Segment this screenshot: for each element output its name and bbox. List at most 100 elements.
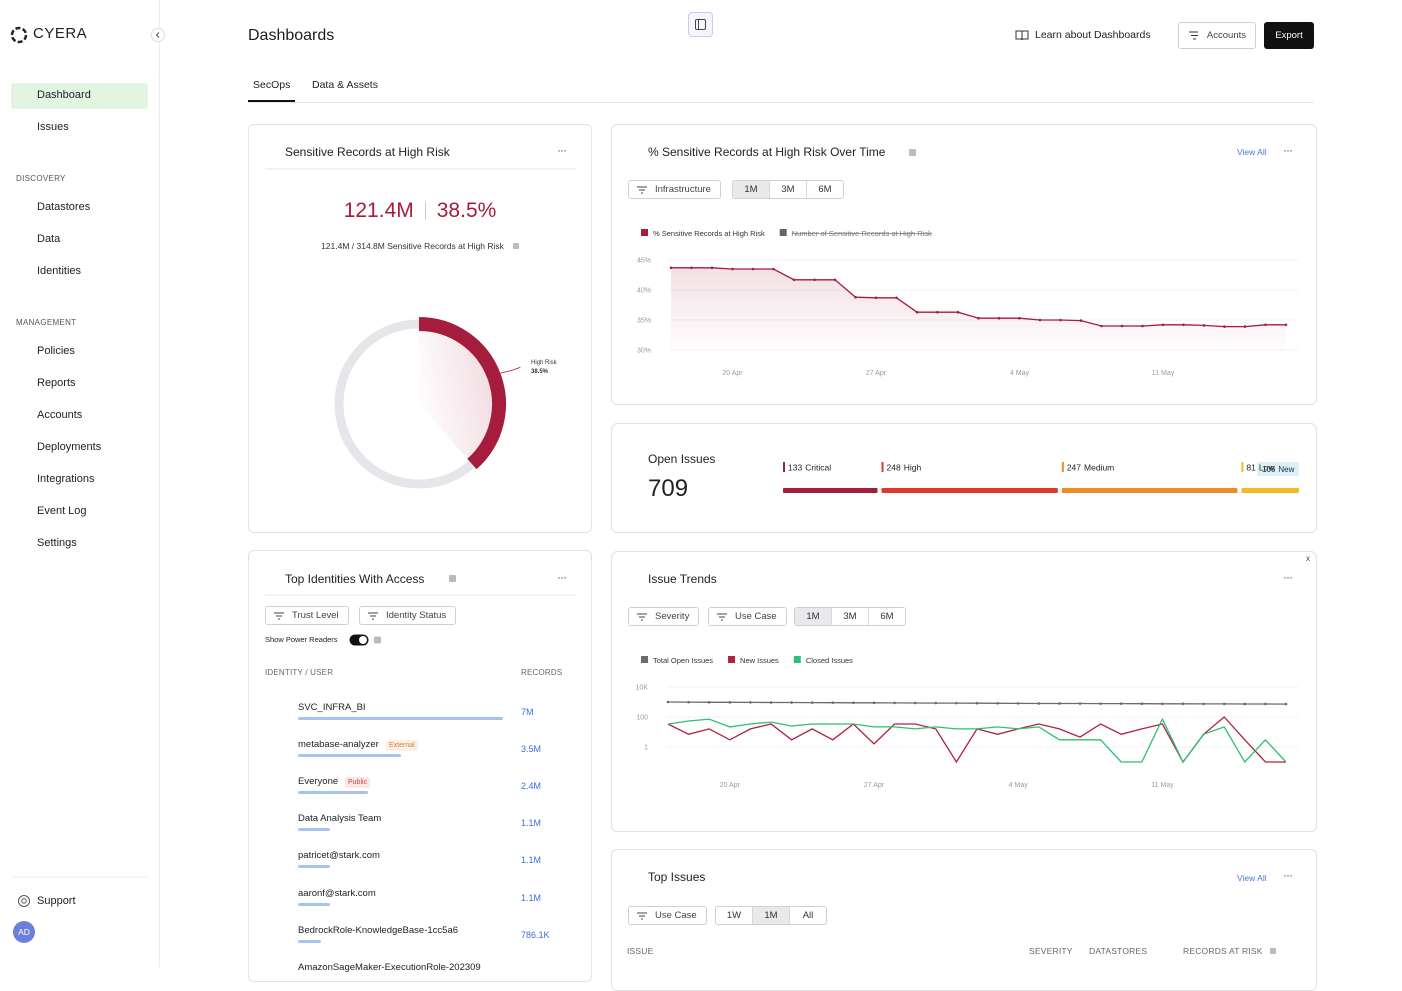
legend-label[interactable]: Total Open Issues bbox=[653, 656, 713, 665]
identity-name: SVC_INFRA_BI bbox=[298, 702, 366, 713]
point bbox=[833, 278, 837, 282]
nav-item[interactable]: Integrations bbox=[37, 473, 95, 485]
point bbox=[731, 267, 734, 271]
menu-button[interactable]: ··· bbox=[557, 570, 567, 584]
nav-item[interactable]: Deployments bbox=[37, 441, 102, 453]
open-issues-widget: Open Issues 709 106 New 133 Critical 248 Hig… bbox=[611, 423, 1317, 533]
collapse-button[interactable] bbox=[151, 28, 165, 42]
filter-button[interactable]: Identity Status bbox=[359, 606, 457, 625]
view-all-link[interactable]: View All bbox=[1237, 147, 1267, 157]
menu-button[interactable]: ··· bbox=[1283, 868, 1293, 882]
tab[interactable]: Data & Assets bbox=[312, 79, 378, 91]
range-option[interactable]: 3M bbox=[770, 181, 807, 198]
export-button[interactable]: Export bbox=[1264, 22, 1314, 49]
severity-count: 133 bbox=[788, 463, 802, 473]
point bbox=[1264, 702, 1267, 706]
legend-label[interactable]: New Issues bbox=[740, 656, 779, 665]
point bbox=[1161, 702, 1164, 706]
accounts-button[interactable]: Accounts bbox=[1178, 22, 1256, 49]
severity-segment bbox=[1061, 488, 1238, 493]
filter-button[interactable]: Infrastructure bbox=[628, 180, 721, 199]
point bbox=[687, 700, 690, 704]
range-option[interactable]: All bbox=[802, 910, 814, 921]
nav-item[interactable]: Identities bbox=[37, 265, 82, 277]
identity-name: aaronf@stark.com bbox=[298, 887, 376, 899]
nav-item[interactable]: Issues bbox=[37, 121, 69, 133]
severity-tick bbox=[881, 462, 884, 472]
donut-value: 38.5% bbox=[531, 369, 549, 375]
range-option[interactable]: 1M bbox=[795, 608, 832, 625]
severity-label: Low bbox=[1259, 463, 1275, 473]
point bbox=[1140, 702, 1144, 706]
severity-count: 247 bbox=[1067, 463, 1081, 473]
info-icon[interactable] bbox=[512, 243, 519, 249]
point bbox=[1078, 702, 1082, 705]
point bbox=[1181, 702, 1185, 706]
info-icon[interactable] bbox=[449, 575, 456, 582]
nav-item[interactable]: Settings bbox=[37, 537, 77, 549]
legend-label[interactable]: Number of Sensitive Records at High Risk bbox=[792, 229, 932, 238]
x-tick-label: 20 Apr bbox=[720, 782, 741, 789]
active-highlight bbox=[11, 83, 148, 109]
filter-label: Use Case bbox=[735, 611, 777, 622]
column-header: IDENTITY / USER bbox=[265, 668, 334, 677]
nav-item[interactable]: Event Log bbox=[37, 505, 87, 517]
donut-chart: High Risk 38.5% bbox=[334, 317, 558, 489]
nav-item[interactable]: Accounts bbox=[37, 409, 83, 421]
donut-arc bbox=[418, 317, 506, 470]
range-option[interactable]: 6M bbox=[818, 184, 832, 195]
range-option[interactable]: 1M bbox=[753, 907, 790, 924]
separator bbox=[424, 202, 426, 220]
records-value: 3.5M bbox=[521, 744, 542, 755]
toggle-switch[interactable] bbox=[349, 634, 383, 646]
menu-button[interactable]: ··· bbox=[557, 143, 567, 157]
nav-item[interactable]: Data bbox=[37, 233, 61, 245]
point bbox=[893, 701, 896, 705]
legend-swatch bbox=[793, 656, 801, 663]
logo: CYERA bbox=[33, 25, 88, 42]
nav-item[interactable]: Policies bbox=[37, 345, 75, 357]
info-icon[interactable] bbox=[1270, 948, 1276, 954]
point bbox=[792, 278, 796, 282]
point bbox=[749, 701, 752, 704]
learn-link[interactable]: Learn about Dashboards bbox=[1035, 29, 1151, 41]
filter-button[interactable]: Use Case bbox=[628, 906, 707, 925]
point bbox=[1223, 325, 1226, 328]
tab[interactable]: SecOps bbox=[253, 79, 291, 91]
support-link[interactable]: Support bbox=[37, 895, 76, 907]
severity-tick bbox=[783, 462, 785, 472]
nav-item[interactable]: Datastores bbox=[37, 201, 91, 213]
point bbox=[810, 701, 814, 704]
range-option[interactable]: 6M bbox=[880, 611, 894, 622]
point bbox=[707, 700, 711, 704]
range-option[interactable]: 3M bbox=[832, 608, 869, 625]
point bbox=[1222, 702, 1226, 706]
range-option[interactable]: 1W bbox=[716, 907, 753, 924]
column-header: RECORDS AT RISK bbox=[1183, 946, 1263, 956]
identity-tag: External bbox=[386, 740, 418, 752]
range-toggle: 1M 3M 6M bbox=[732, 180, 844, 199]
filter-button[interactable]: Use Case bbox=[708, 607, 787, 626]
filter-button[interactable]: Severity bbox=[628, 607, 700, 626]
point bbox=[1059, 318, 1062, 322]
nav-item[interactable]: Dashboard bbox=[37, 89, 91, 101]
view-all-link[interactable]: View All bbox=[1237, 873, 1267, 883]
severity-segment bbox=[783, 488, 878, 493]
legend-label[interactable]: Closed Issues bbox=[806, 656, 853, 665]
severity-label: High bbox=[904, 463, 922, 473]
close-button[interactable]: x bbox=[1306, 554, 1310, 563]
point bbox=[1243, 325, 1247, 328]
panel-toggle[interactable] bbox=[688, 12, 713, 37]
info-icon[interactable] bbox=[909, 149, 916, 156]
legend-label[interactable]: % Sensitive Records at High Risk bbox=[653, 229, 765, 238]
avatar[interactable]: AD bbox=[13, 921, 35, 943]
filter-button[interactable]: Trust Level bbox=[265, 606, 349, 625]
menu-button[interactable]: ··· bbox=[1283, 143, 1293, 157]
divider bbox=[265, 168, 576, 170]
menu-button[interactable]: ··· bbox=[1283, 570, 1293, 584]
divider bbox=[11, 876, 148, 878]
point bbox=[872, 701, 876, 705]
range-option[interactable]: 1M bbox=[733, 181, 770, 198]
nav-item[interactable]: Reports bbox=[37, 377, 76, 389]
point bbox=[955, 701, 958, 705]
